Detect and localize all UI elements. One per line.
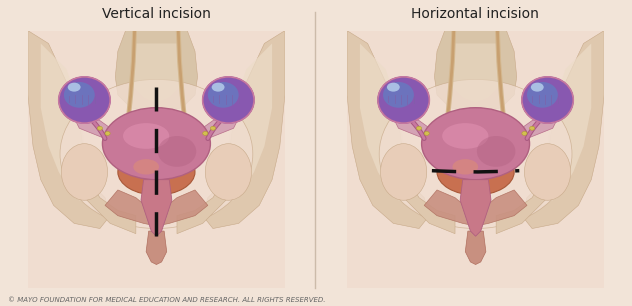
Ellipse shape: [59, 77, 110, 123]
Ellipse shape: [133, 159, 159, 174]
Polygon shape: [360, 43, 419, 205]
Polygon shape: [187, 113, 239, 144]
Polygon shape: [522, 31, 604, 229]
Polygon shape: [450, 43, 501, 103]
Ellipse shape: [383, 82, 414, 108]
Polygon shape: [28, 31, 110, 229]
Ellipse shape: [442, 123, 489, 149]
Ellipse shape: [531, 83, 544, 92]
Ellipse shape: [522, 132, 527, 135]
Ellipse shape: [522, 77, 573, 123]
Polygon shape: [465, 231, 486, 264]
Ellipse shape: [203, 132, 208, 135]
Polygon shape: [424, 190, 476, 226]
Ellipse shape: [380, 144, 427, 200]
Polygon shape: [434, 31, 517, 113]
Ellipse shape: [203, 77, 254, 123]
Ellipse shape: [477, 136, 516, 167]
Ellipse shape: [158, 136, 197, 167]
Polygon shape: [40, 43, 100, 205]
Polygon shape: [496, 164, 553, 234]
Ellipse shape: [123, 123, 169, 149]
Polygon shape: [105, 190, 156, 226]
Ellipse shape: [453, 159, 478, 174]
Polygon shape: [177, 164, 234, 234]
Ellipse shape: [527, 82, 558, 108]
Ellipse shape: [205, 144, 252, 200]
Polygon shape: [506, 113, 558, 144]
Polygon shape: [203, 31, 285, 229]
Ellipse shape: [530, 126, 535, 130]
Polygon shape: [347, 31, 429, 229]
Text: © MAYO FOUNDATION FOR MEDICAL EDUCATION AND RESEARCH. ALL RIGHTS RESERVED.: © MAYO FOUNDATION FOR MEDICAL EDUCATION …: [8, 297, 325, 303]
Ellipse shape: [97, 126, 102, 130]
Polygon shape: [398, 164, 455, 234]
Polygon shape: [74, 113, 126, 144]
Polygon shape: [131, 43, 182, 103]
Ellipse shape: [422, 108, 530, 180]
Polygon shape: [28, 31, 285, 288]
Ellipse shape: [437, 149, 514, 195]
Ellipse shape: [424, 132, 429, 135]
Ellipse shape: [68, 83, 81, 92]
Ellipse shape: [60, 80, 253, 229]
Polygon shape: [141, 180, 172, 236]
Ellipse shape: [210, 126, 216, 130]
Polygon shape: [532, 43, 592, 205]
Ellipse shape: [525, 144, 571, 200]
Ellipse shape: [378, 77, 429, 123]
Text: Horizontal incision: Horizontal incision: [411, 7, 539, 21]
Polygon shape: [79, 164, 136, 234]
Ellipse shape: [416, 126, 422, 130]
Polygon shape: [460, 180, 491, 236]
Ellipse shape: [208, 82, 239, 108]
Ellipse shape: [212, 83, 224, 92]
Polygon shape: [146, 231, 167, 264]
Polygon shape: [393, 113, 445, 144]
Ellipse shape: [118, 149, 195, 195]
Polygon shape: [347, 31, 604, 288]
Text: Vertical incision: Vertical incision: [102, 7, 211, 21]
Ellipse shape: [102, 108, 210, 180]
Polygon shape: [115, 31, 198, 113]
Ellipse shape: [105, 132, 110, 135]
Ellipse shape: [61, 144, 107, 200]
Ellipse shape: [387, 83, 400, 92]
Polygon shape: [156, 190, 208, 226]
Polygon shape: [476, 190, 527, 226]
Ellipse shape: [64, 82, 95, 108]
Ellipse shape: [379, 80, 572, 229]
Polygon shape: [213, 43, 272, 205]
